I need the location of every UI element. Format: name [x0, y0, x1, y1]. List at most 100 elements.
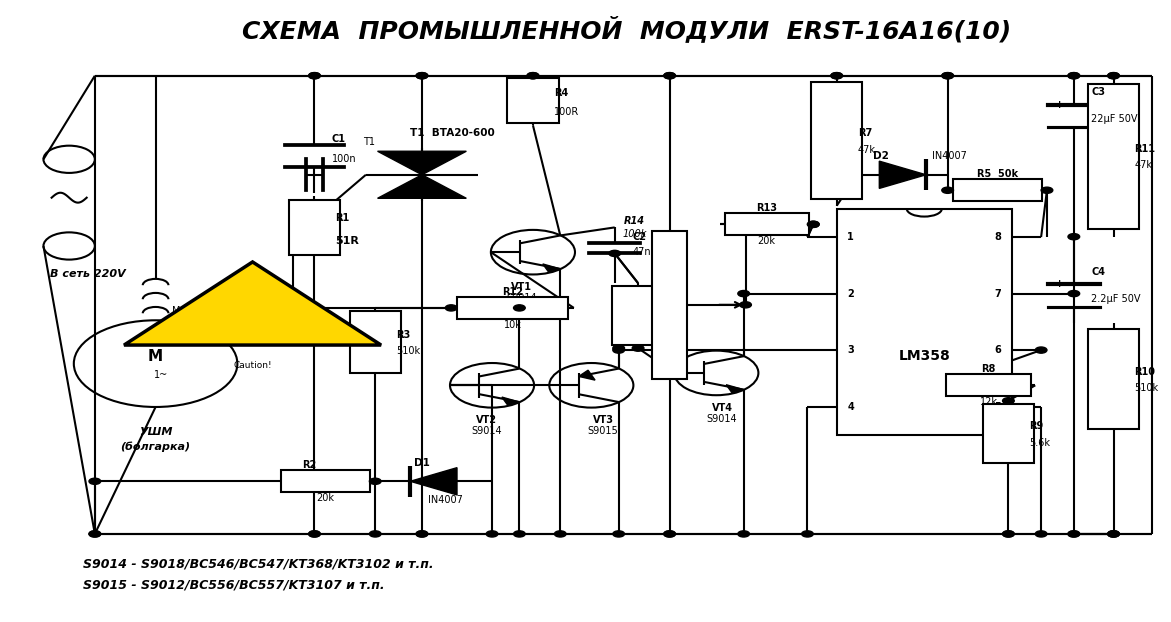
Text: R14: R14 [624, 216, 645, 226]
Circle shape [1002, 397, 1014, 404]
Text: C3: C3 [1091, 88, 1105, 98]
Circle shape [664, 531, 676, 537]
Circle shape [1108, 531, 1119, 537]
Text: 1: 1 [848, 232, 854, 242]
Circle shape [1108, 531, 1119, 537]
Text: M: M [148, 349, 163, 364]
Text: C2: C2 [632, 231, 646, 242]
Circle shape [738, 531, 749, 537]
Text: R2: R2 [302, 460, 316, 470]
Text: S9015 - S9012/BC556/BC557/KT3107 и т.п.: S9015 - S9012/BC556/BC557/KT3107 и т.п. [83, 578, 385, 591]
Text: S9014: S9014 [471, 426, 501, 436]
Text: IN4007: IN4007 [427, 495, 463, 505]
Circle shape [941, 73, 953, 79]
Circle shape [309, 531, 321, 537]
Circle shape [1108, 73, 1119, 79]
Text: IN4007: IN4007 [932, 151, 967, 161]
Text: 47nF: 47nF [632, 247, 657, 257]
Circle shape [416, 531, 427, 537]
Bar [1088, 84, 1139, 229]
Text: 7: 7 [994, 289, 1001, 299]
Circle shape [740, 302, 752, 308]
Text: 510k: 510k [396, 346, 420, 356]
Text: Caution!: Caution! [233, 361, 272, 369]
Polygon shape [124, 262, 381, 345]
Text: В сеть 220V: В сеть 220V [50, 269, 126, 279]
Text: S9015: S9015 [588, 426, 618, 436]
Circle shape [1108, 73, 1119, 79]
Text: R11: R11 [1135, 144, 1156, 154]
Circle shape [1068, 73, 1080, 79]
Text: 12k: 12k [979, 397, 998, 407]
Text: T1: T1 [363, 137, 375, 147]
Bar [652, 231, 687, 379]
Text: 100n: 100n [333, 154, 357, 164]
Text: 2.2μF 50V: 2.2μF 50V [1091, 294, 1141, 304]
Text: S9014: S9014 [707, 414, 738, 424]
Text: 5: 5 [994, 402, 1001, 412]
Circle shape [612, 347, 624, 353]
Polygon shape [377, 175, 466, 198]
Text: 1~: 1~ [155, 370, 169, 380]
Circle shape [486, 531, 498, 537]
Text: 22μF 50V: 22μF 50V [1091, 114, 1138, 124]
Text: R9: R9 [1029, 421, 1043, 431]
Circle shape [309, 531, 321, 537]
Bar [349, 311, 400, 373]
Bar [1088, 329, 1139, 429]
Circle shape [1002, 531, 1014, 537]
Text: D1: D1 [415, 458, 430, 468]
Text: !: ! [246, 294, 260, 322]
Text: +: + [1055, 100, 1064, 110]
Text: R1: R1 [336, 213, 350, 223]
Bar [982, 404, 1034, 463]
Bar [953, 179, 1042, 202]
Polygon shape [726, 384, 744, 392]
Circle shape [1108, 531, 1119, 537]
Circle shape [808, 221, 820, 228]
Polygon shape [502, 397, 520, 405]
Circle shape [369, 531, 381, 537]
Circle shape [609, 250, 621, 256]
Text: 10k: 10k [504, 320, 521, 330]
Circle shape [416, 73, 427, 79]
Text: D2: D2 [874, 151, 889, 161]
Circle shape [664, 73, 676, 79]
Text: 100k: 100k [622, 229, 646, 239]
Text: 2: 2 [848, 289, 854, 299]
Circle shape [1068, 234, 1080, 240]
Circle shape [527, 73, 539, 79]
Text: R3: R3 [396, 330, 411, 340]
Circle shape [738, 290, 749, 297]
Circle shape [831, 73, 842, 79]
Circle shape [554, 531, 566, 537]
Circle shape [309, 73, 321, 79]
Circle shape [941, 73, 953, 79]
Circle shape [1068, 290, 1080, 297]
Bar [946, 374, 1030, 396]
Polygon shape [410, 468, 457, 495]
Text: C1: C1 [333, 134, 345, 144]
Circle shape [612, 345, 624, 351]
Circle shape [1068, 531, 1080, 537]
Circle shape [664, 531, 676, 537]
Text: M1: M1 [172, 306, 186, 316]
Circle shape [369, 478, 381, 485]
Text: R12: R12 [502, 287, 523, 297]
Text: +: + [1055, 279, 1064, 289]
Text: УШМ: УШМ [139, 427, 172, 437]
Bar [725, 213, 809, 236]
Bar [289, 200, 340, 255]
Text: 100R: 100R [554, 106, 580, 116]
Circle shape [664, 73, 676, 79]
Text: VT2: VT2 [475, 415, 497, 425]
Text: VT1: VT1 [511, 282, 532, 292]
Text: 20k: 20k [316, 493, 335, 503]
Circle shape [632, 345, 644, 351]
Circle shape [445, 305, 457, 311]
Circle shape [527, 73, 539, 79]
Bar [458, 297, 568, 319]
Circle shape [1002, 531, 1014, 537]
Circle shape [1035, 531, 1047, 537]
Text: 5.6k: 5.6k [1029, 438, 1050, 448]
